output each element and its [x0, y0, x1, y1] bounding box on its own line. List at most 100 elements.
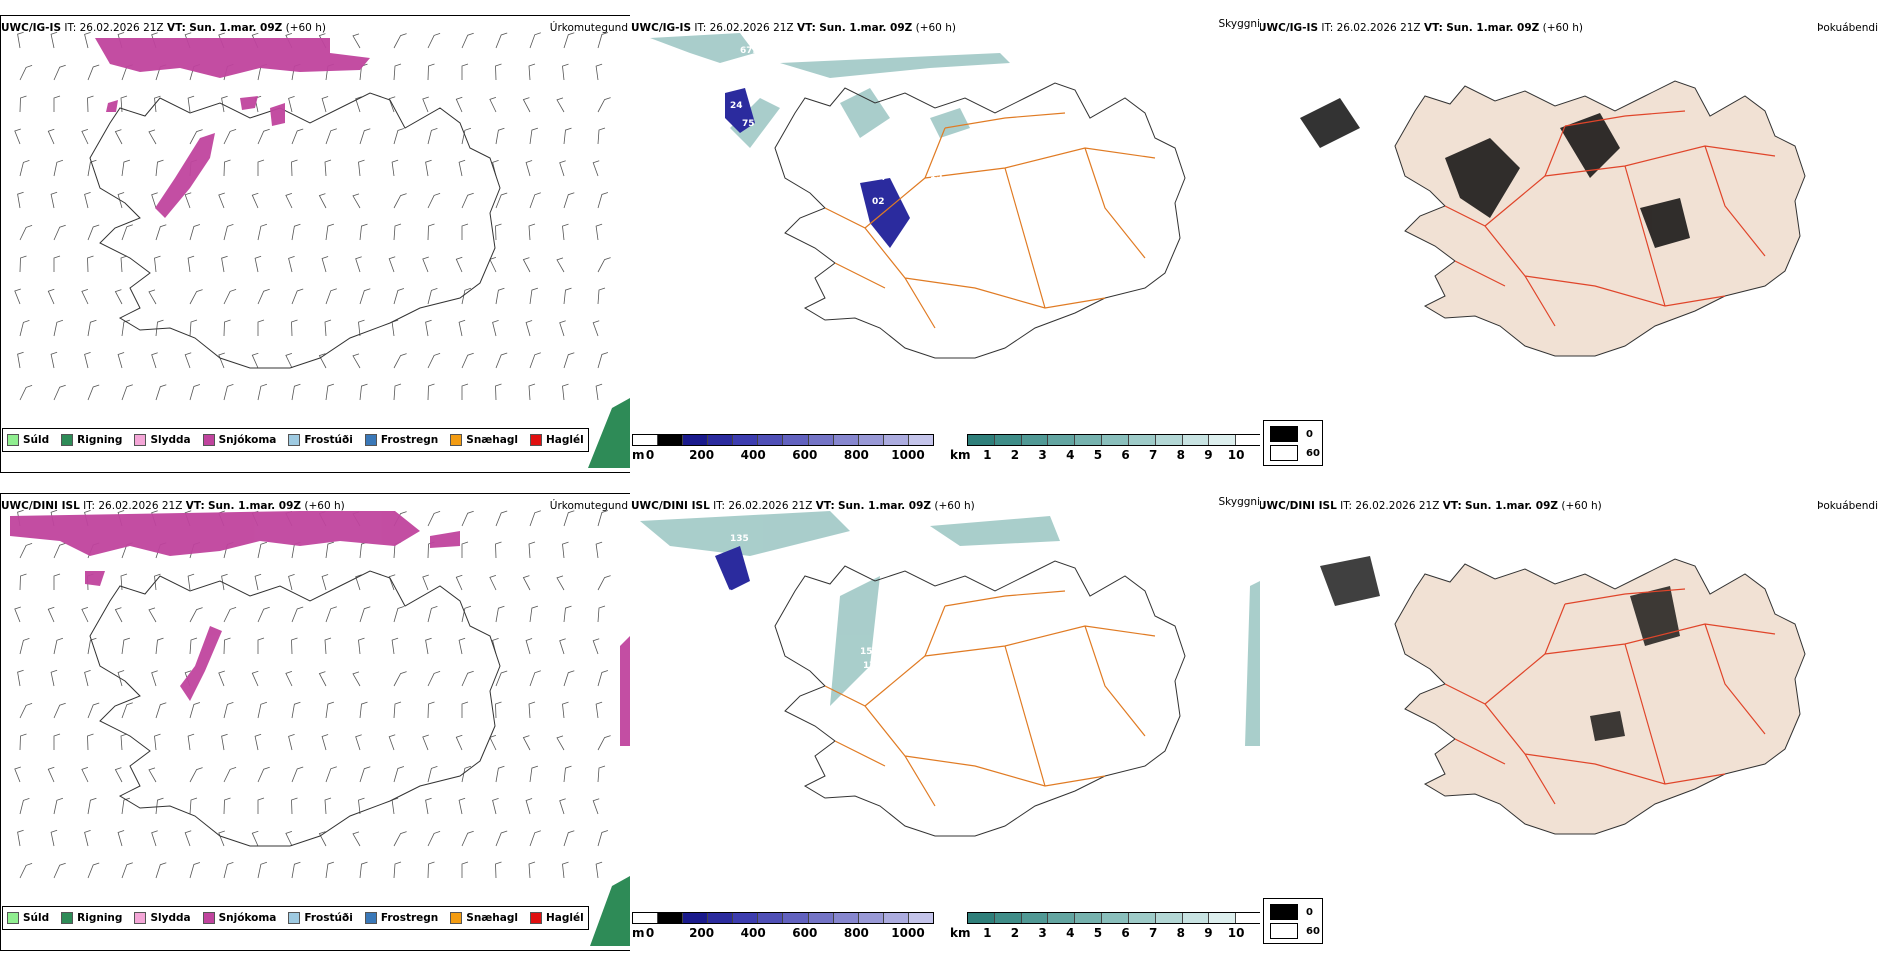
wind-barb — [223, 224, 234, 241]
wind-barb — [325, 541, 335, 559]
wind-barb — [529, 352, 541, 369]
wind-barb — [528, 383, 536, 401]
precip-legend-items: Súld Rigning Slydda Snjókoma Frostúði Frostre… — [7, 912, 584, 924]
run-header: UWC/IG-IS IT: 26.02.2026 21Z VT: Sun. 1.… — [1260, 22, 1583, 34]
wind-barb — [318, 671, 327, 687]
wind-barb — [592, 160, 600, 177]
wind-barb — [495, 127, 505, 145]
wind-barb — [458, 637, 466, 655]
wind-barb — [455, 96, 463, 113]
wind-barb — [321, 574, 329, 591]
wind-barb — [151, 352, 158, 369]
wind-barb — [427, 606, 438, 623]
colorbar-tick: 8 — [1176, 448, 1186, 462]
legend-label: Slydda — [150, 434, 191, 446]
ceiling-value-label: 135 — [730, 534, 749, 544]
legend-swatch — [61, 912, 74, 924]
ceiling-value-label: 172 — [863, 661, 882, 671]
precip-legend-items: Súld Rigning Slydda Snjókoma Frostúði Frostre… — [7, 434, 584, 446]
wind-barb — [522, 735, 531, 751]
ceiling-value-label: 24 — [873, 173, 886, 183]
wind-barb — [359, 766, 371, 783]
wind-barb — [352, 831, 361, 847]
colorbar-tick: 1000 — [891, 448, 925, 462]
wind-barb — [53, 702, 66, 719]
wind-barb — [427, 766, 438, 783]
wind-barb — [47, 288, 55, 305]
wind-barb — [529, 670, 541, 687]
wind-barb — [318, 831, 327, 847]
visibility-panel-row2: 135 129 180 236 116 156 247 172 146 243 UWC/DINI … — [630, 486, 1260, 956]
wind-barb — [291, 223, 301, 241]
ceiling-value-label: 675 — [740, 46, 759, 56]
wind-barb — [87, 797, 97, 815]
wind-barb — [528, 223, 536, 241]
wind-barb — [19, 798, 30, 815]
wind-barb — [495, 541, 502, 559]
precip-legend-item: Frostúði — [288, 912, 353, 924]
fog-swatch-clear — [1270, 445, 1298, 461]
colorbar-tick: 10 — [1227, 448, 1245, 462]
iceland-outline — [774, 560, 1186, 837]
wind-barb — [187, 95, 195, 113]
legend-swatch — [364, 912, 377, 924]
wind-barb — [489, 97, 497, 113]
wind-barb — [528, 541, 536, 559]
wind-barb — [117, 352, 125, 369]
wind-barb — [285, 671, 293, 687]
precip-type-panel-row1: UWC/IG-IS IT: 26.02.2026 21Z VT: Sun. 1.… — [0, 8, 630, 478]
wind-barb — [393, 223, 402, 241]
wind-barb — [120, 255, 128, 273]
wind-barb — [324, 637, 332, 655]
wind-barb — [254, 573, 262, 591]
fog-panel-row2: UWC/DINI ISL IT: 26.02.2026 21Z VT: Sun.… — [1260, 486, 1890, 956]
wind-barb — [559, 798, 566, 815]
wind-barb — [47, 766, 55, 783]
wind-barb — [223, 159, 231, 177]
wind-barb — [529, 192, 541, 209]
wind-barb — [254, 255, 262, 273]
wind-barb — [495, 352, 508, 369]
wind-barb — [218, 830, 225, 847]
colorbar-segment — [708, 913, 734, 923]
wind-barb — [87, 702, 100, 719]
wind-barb — [393, 353, 407, 369]
wind-barb — [489, 575, 497, 591]
wind-barb — [17, 669, 24, 687]
wind-barb — [391, 637, 399, 655]
colorbar-unit: km — [950, 926, 971, 940]
wind-barb — [495, 701, 502, 719]
wind-barb — [17, 191, 24, 209]
wind-barb — [393, 606, 405, 623]
wind-barb — [87, 64, 100, 81]
colorbar-tick: 1 — [983, 926, 992, 940]
colorbar-tick: 400 — [740, 448, 766, 462]
wind-barb — [495, 223, 502, 241]
wind-barb — [19, 95, 27, 113]
wind-barb — [525, 798, 533, 815]
wind-barb — [318, 193, 327, 209]
wind-barb — [189, 129, 203, 145]
wind-barb — [257, 861, 268, 879]
colorbar-tick: 1000 — [891, 926, 925, 940]
ceiling-value-label: 156 — [860, 647, 879, 657]
panel-title: Skyggni — [1218, 18, 1261, 30]
wind-barb — [359, 383, 368, 401]
colorbar-segment — [1155, 913, 1183, 923]
wind-barb — [359, 606, 371, 623]
wind-barb — [148, 767, 157, 783]
run-header: UWC/DINI ISL IT: 26.02.2026 21Z VT: Sun.… — [1, 500, 345, 512]
legend-swatch — [288, 434, 301, 446]
legend-label: Súld — [23, 912, 50, 924]
wind-barb — [19, 225, 33, 241]
wind-barb — [492, 798, 499, 815]
wind-barb — [325, 383, 335, 401]
wind-barb — [359, 128, 371, 145]
wind-barb — [154, 573, 161, 591]
wind-barb — [358, 797, 365, 815]
wind-barb — [87, 159, 97, 177]
wind-barb — [393, 383, 402, 401]
wind-barb — [529, 287, 539, 305]
wind-barb — [355, 96, 362, 113]
wind-barb — [189, 702, 201, 719]
